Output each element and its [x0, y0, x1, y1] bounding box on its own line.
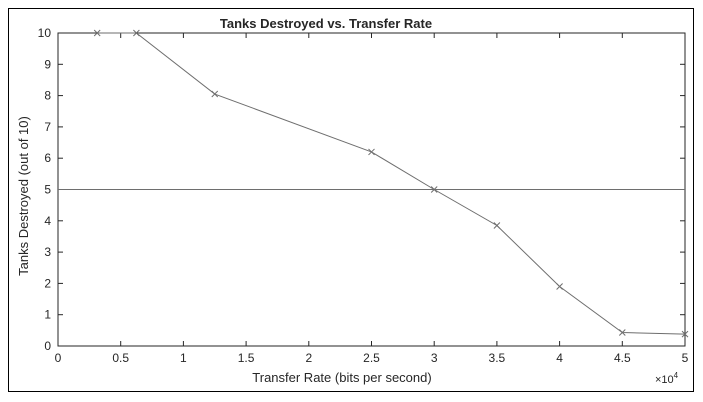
x-tick-label: 0 — [55, 351, 62, 365]
y-tick-label: 2 — [44, 276, 51, 290]
x-tick-label: 1 — [180, 351, 187, 365]
y-tick-label: 4 — [44, 214, 51, 228]
x-axis-exponent: ×104 — [655, 371, 679, 386]
data-point-marker — [493, 222, 501, 229]
figure-frame: Tanks Destroyed vs. Transfer Rate 0 0.5 1 1… — [8, 8, 694, 392]
data-point-marker — [681, 330, 689, 338]
x-axis-exponent-base: ×10 — [655, 374, 674, 386]
plot-area: 0 0.5 1 1.5 2 2.5 3 3.5 4 4.5 5 0 1 2 3 4 5 6 7 8 9 10 — [38, 26, 689, 365]
x-tick-label: 1.5 — [238, 351, 255, 365]
data-point-marker — [211, 90, 219, 98]
chart-title: Tanks Destroyed vs. Transfer Rate — [220, 16, 432, 31]
x-tick-label: 5 — [682, 351, 689, 365]
x-tick-label: 2 — [305, 351, 312, 365]
y-tick-label: 9 — [44, 57, 51, 71]
y-tick-label: 10 — [38, 26, 52, 40]
y-tick-label: 3 — [44, 245, 51, 259]
y-tick-label: 6 — [44, 151, 51, 165]
x-tick-label: 2.5 — [363, 351, 380, 365]
x-tick-label: 3.5 — [489, 351, 506, 365]
x-tick-label: 4 — [556, 351, 563, 365]
line-chart: Tanks Destroyed vs. Transfer Rate 0 0.5 1 1… — [16, 16, 689, 386]
data-point-marker — [133, 29, 140, 37]
y-axis-label: Tanks Destroyed (out of 10) — [16, 116, 31, 276]
data-point-marker — [430, 186, 438, 193]
data-point-marker — [556, 283, 563, 290]
x-tick-label: 0.5 — [112, 351, 129, 365]
x-tick-label: 3 — [431, 351, 438, 365]
data-point-marker — [368, 148, 375, 156]
x-tick-label: 4.5 — [614, 351, 631, 365]
y-tick-label: 8 — [44, 89, 51, 103]
data-point-marker — [93, 29, 101, 37]
y-tick-label: 7 — [44, 120, 51, 134]
y-tick-label: 1 — [44, 308, 51, 322]
x-axis-exponent-power: 4 — [674, 371, 679, 380]
y-tick-label: 5 — [44, 183, 51, 197]
data-point-marker — [618, 329, 626, 336]
y-tick-label: 0 — [44, 339, 51, 353]
x-axis-label: Transfer Rate (bits per second) — [252, 370, 431, 385]
